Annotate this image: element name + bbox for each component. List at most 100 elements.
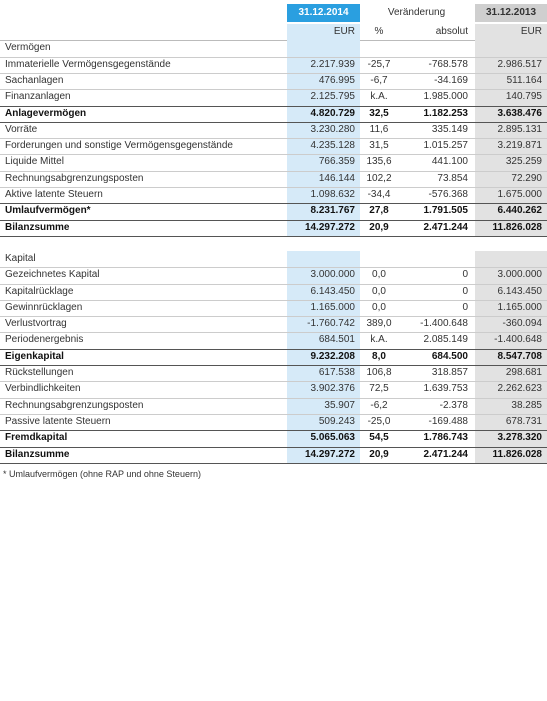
rule [0, 430, 547, 432]
rule [0, 365, 547, 366]
row-label: Finanzanlagen [5, 91, 71, 103]
row-label: Rechnungsabgrenzungsposten [5, 399, 144, 411]
cell: 476.995 [318, 74, 355, 86]
cell: 511.164 [506, 74, 542, 86]
cell: 1.786.743 [423, 432, 469, 444]
rule [0, 154, 547, 156]
cell: -169.488 [428, 415, 468, 427]
rule [0, 219, 547, 221]
rule [0, 235, 547, 237]
cell: 1.165.000 [310, 301, 356, 313]
row-label: Gewinnrücklagen [5, 301, 83, 313]
cell: 35.907 [324, 399, 355, 411]
unit-label: % [374, 26, 384, 37]
row-label: Aktive latente Steuern [5, 189, 103, 200]
cell: 441.100 [431, 156, 468, 168]
cell: 4.235.128 [310, 140, 356, 152]
cell: 106,8 [366, 367, 392, 378]
cell: 38.285 [511, 399, 542, 411]
row-label: Passive latente Steuern [5, 415, 111, 427]
row-label: Eigenkapital [5, 350, 64, 362]
cell: k.A. [370, 91, 388, 103]
rule [0, 72, 547, 74]
cell: 678.731 [505, 415, 542, 427]
cell: 54,5 [369, 432, 389, 444]
cell: 0 [462, 301, 468, 313]
cell: 2.895.131 [497, 123, 543, 135]
cell: -6,2 [370, 399, 388, 411]
cell: 318.857 [431, 367, 468, 378]
cell: -25,7 [367, 58, 391, 70]
cell: -768.578 [428, 58, 468, 70]
cell: 684.500 [431, 350, 468, 362]
cell: 8,0 [372, 350, 386, 362]
row-label: Periodenergebnis [5, 334, 84, 346]
cell: 0,0 [372, 285, 386, 297]
row-label: Gezeichnetes Kapital [5, 269, 100, 281]
cell: 389,0 [366, 318, 392, 330]
cell: 11,6 [369, 123, 389, 135]
cell: 1.791.505 [423, 205, 469, 217]
cell: 14.297.272 [304, 221, 355, 233]
row-label: Verlustvortrag [5, 318, 67, 330]
cell: 20,9 [369, 448, 389, 460]
footnote: * Umlaufvermögen (ohne RAP und ohne Steu… [3, 468, 201, 479]
rule [0, 203, 547, 205]
row-label: Fremdkapital [5, 432, 68, 444]
rule [0, 397, 547, 399]
cell: 135,6 [366, 156, 392, 168]
cell: -360.094 [502, 318, 542, 330]
cell: 0 [462, 285, 468, 297]
cell: 146.144 [318, 172, 355, 184]
cell: 3.230.280 [310, 123, 356, 135]
cell: 8.231.767 [310, 205, 356, 217]
cell: 27,8 [369, 205, 389, 217]
row-label: Bilanzsumme [5, 448, 70, 460]
column-bg [287, 250, 360, 463]
rule [0, 89, 547, 91]
cell: 4.820.729 [310, 107, 356, 119]
cell: 6.143.450 [310, 285, 356, 297]
rule [0, 299, 547, 301]
row-label: Kapitalrücklage [5, 285, 74, 297]
cell: 5.065.063 [310, 432, 356, 444]
rule [0, 187, 547, 188]
header-cell: 31.12.2014 [287, 4, 360, 22]
cell: 0 [462, 269, 468, 281]
cell: 14.297.272 [304, 448, 355, 460]
row-label: Verbindlichkeiten [5, 383, 81, 395]
cell: 11.826.028 [492, 448, 543, 460]
rule [0, 105, 547, 107]
rule [0, 316, 547, 318]
cell: 509.243 [318, 415, 355, 427]
cell: -1.400.648 [420, 318, 468, 330]
cell: -2.378 [439, 399, 468, 411]
cell: 1.985.000 [423, 91, 469, 103]
cell: 6.440.262 [497, 205, 543, 217]
rule [0, 413, 547, 415]
cell: -34.169 [434, 74, 468, 86]
unit-label: EUR [333, 26, 355, 37]
rule [0, 56, 547, 58]
cell: 3.000.000 [497, 269, 543, 281]
cell: 3.278.320 [497, 432, 543, 444]
cell: 1.675.000 [497, 189, 543, 200]
cell: 31,5 [369, 140, 389, 152]
unit-label: absolut [435, 26, 468, 37]
row-label: Vorräte [5, 123, 38, 135]
cell: 32,5 [369, 107, 389, 119]
cell: 325.259 [505, 156, 542, 168]
row-label: Anlagevermögen [5, 107, 87, 119]
section-title: Kapital [5, 252, 36, 264]
cell: 2.986.517 [497, 58, 543, 70]
cell: 1.639.753 [423, 383, 469, 395]
row-label: Liquide Mittel [5, 156, 64, 168]
rule [0, 446, 547, 448]
cell: 72.290 [511, 172, 542, 184]
cell: 72,5 [369, 383, 389, 395]
row-label: Sachanlagen [5, 74, 64, 86]
cell: -1.400.648 [494, 334, 542, 346]
cell: 2.471.244 [423, 448, 469, 460]
cell: 2.471.244 [423, 221, 469, 233]
